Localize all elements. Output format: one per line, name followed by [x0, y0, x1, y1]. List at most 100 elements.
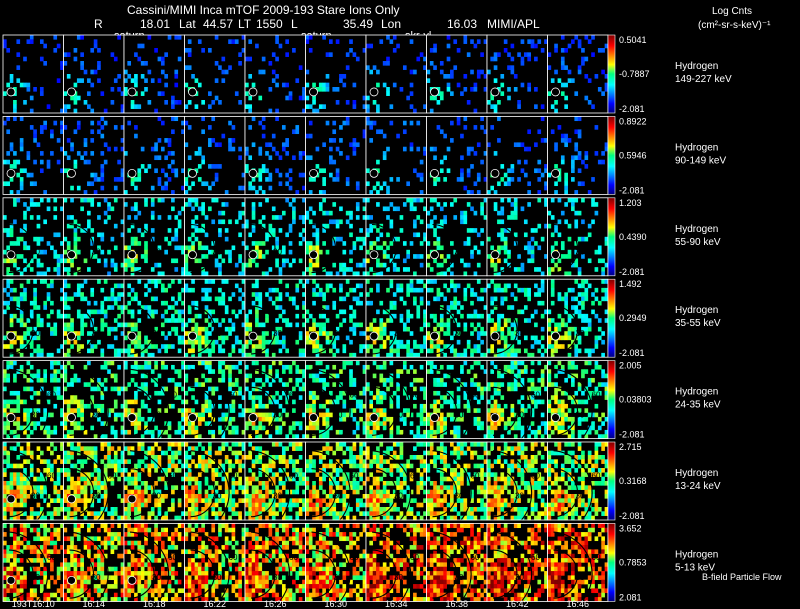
colorbar: 1.492 0.2949 -2.081 Hydrogen 35-55 keV: [607, 278, 721, 358]
saturn-marker: [67, 494, 76, 504]
time-label: 16:38: [445, 599, 468, 609]
saturn-marker: [188, 250, 197, 260]
time-label: 16:22: [203, 599, 226, 609]
saturn-marker: [127, 413, 137, 422]
saturn-marker: [67, 331, 76, 341]
arc-label: 30: [92, 492, 101, 501]
colorbar: 2.715 0.3168 -2.081 Hydrogen 13-24 keV: [607, 441, 721, 521]
arc-label: 60: [531, 472, 540, 481]
saturn-marker: [248, 168, 258, 178]
saturn-marker: [248, 250, 258, 260]
image-panel: 30: [123, 278, 185, 358]
row-species: Hydrogen: [675, 468, 718, 479]
image-panel: 30 60: [365, 441, 427, 530]
colorbar-units: (cm²-sr-s-keV)⁻¹: [698, 20, 771, 31]
image-panel: [244, 34, 306, 114]
row-energy: 149-227 keV: [675, 74, 732, 85]
arc-label: 30: [394, 410, 403, 419]
saturn-marker: [127, 250, 137, 260]
arc-label: 30: [92, 329, 101, 338]
image-panel: [184, 34, 246, 114]
colorbar-max: 3.652: [619, 523, 642, 533]
arc-label: 30: [576, 573, 585, 582]
saturn-marker: [369, 331, 379, 341]
image-panel: 30 60: [2, 523, 64, 609]
arc-label: 30: [273, 410, 282, 419]
saturn-marker: [430, 250, 439, 260]
time-label: 16:42: [506, 599, 529, 609]
image-panel: [547, 116, 609, 195]
arc-label: 30: [31, 329, 40, 338]
arc-label: 60: [350, 390, 359, 399]
saturn-marker: [67, 168, 76, 178]
arc-label: 30: [334, 329, 343, 338]
arc-label: 60: [410, 390, 419, 399]
image-panel: 30 60: [305, 523, 367, 609]
saturn-marker: [309, 413, 318, 422]
image-panel: [2, 116, 64, 195]
image-panel: 30: [63, 278, 125, 358]
row-species: Hydrogen: [675, 61, 718, 72]
arc-label: 30: [334, 492, 343, 501]
saturn-marker: [551, 168, 560, 178]
saturn-marker: [551, 413, 560, 422]
row-energy: 5-13 keV: [675, 562, 715, 573]
colorbar-max: 0.5041: [619, 35, 647, 45]
arc-label: 30: [273, 329, 282, 338]
arc-label: 30: [334, 410, 343, 419]
row-species: Hydrogen: [675, 142, 718, 153]
row-energy: 90-149 keV: [675, 155, 726, 166]
image-panel: [123, 116, 185, 195]
image-panel: [486, 34, 548, 114]
header-l-label: L: [291, 17, 298, 31]
header-lt-value: 1550: [256, 17, 283, 31]
colorbar-max: 2.005: [619, 361, 642, 371]
image-panel: 30: [244, 197, 306, 277]
colorbar: 1.203 0.4390 -2.081 Hydrogen 55-90 keV: [607, 197, 721, 277]
arc-label: 30: [31, 492, 40, 501]
image-panel: 30: [184, 278, 246, 358]
arc-label: 30: [455, 329, 464, 338]
arc-label: 30: [152, 410, 161, 419]
row-species: Hydrogen: [675, 549, 718, 560]
footnote: B-field Particle Flow: [702, 572, 782, 582]
header-r-label: R: [94, 17, 103, 31]
row-species: Hydrogen: [675, 224, 718, 235]
header-lt-label: LT: [238, 17, 252, 31]
row-species: Hydrogen: [675, 387, 718, 398]
saturn-marker: [188, 331, 197, 341]
image-panel: [184, 116, 246, 195]
saturn-marker: [309, 250, 318, 260]
image-panel: 30: [426, 278, 488, 358]
row-energy: 13-24 keV: [675, 481, 721, 492]
image-panel: [426, 34, 488, 114]
saturn-marker: [127, 494, 137, 504]
arc-label: 30: [455, 573, 464, 582]
image-panel: 30: [123, 197, 185, 277]
arc-label: 60: [592, 553, 601, 562]
image-panel: 30 60: [426, 441, 488, 530]
image-panel: 30 60: [123, 441, 185, 530]
saturn-marker: [6, 413, 16, 422]
time-axis: 193T16:10 16:14 16:18 16:22 16:26 16:30 16:34 1…: [12, 599, 589, 609]
colorbar: 3.652 0.7853 2.081 Hydrogen 5-13 keV: [607, 523, 718, 602]
saturn-marker: [6, 575, 16, 585]
arc-label: 60: [592, 472, 601, 481]
colorbar-mid: 0.2949: [619, 313, 647, 323]
image-panel: [305, 34, 367, 114]
colorbar-min: -2.081: [619, 511, 645, 521]
saturn-marker: [6, 87, 16, 97]
image-panel: 30 60: [244, 441, 306, 530]
saturn-marker: [430, 331, 439, 341]
image-panel: 30: [2, 197, 64, 277]
header-lon-label: Lon: [381, 17, 401, 31]
saturn-marker: [430, 87, 439, 97]
image-panel: 30: [365, 278, 427, 358]
image-panel: 30: [2, 278, 64, 358]
saturn-marker: [430, 413, 439, 422]
time-label: 193T16:10: [12, 599, 55, 609]
arc-label: 60: [471, 553, 480, 562]
image-panel: [547, 34, 609, 114]
arc-label: 60: [47, 390, 56, 399]
colorbar-min: 2.081: [619, 592, 642, 602]
